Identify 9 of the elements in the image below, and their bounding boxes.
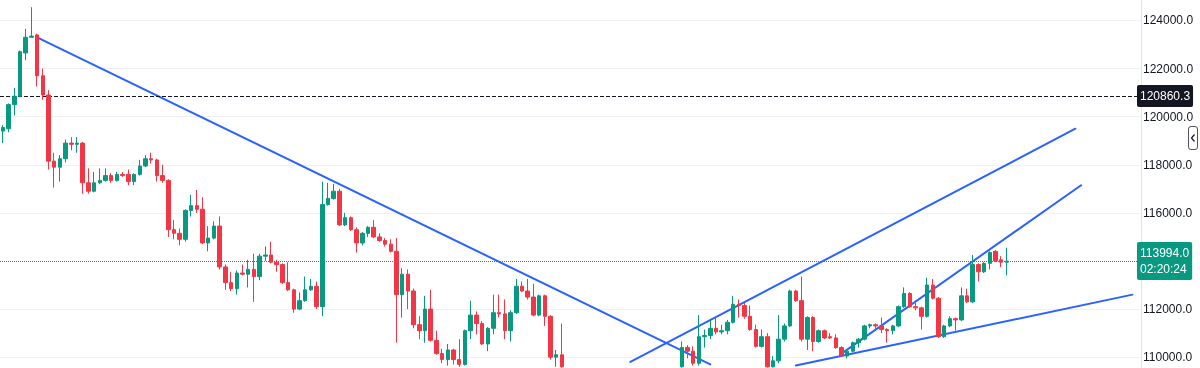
y-tick-label: 110000.0 <box>1143 350 1193 365</box>
y-tick-label: 120000.0 <box>1143 109 1194 124</box>
y-tick-label: 122000.0 <box>1143 61 1194 76</box>
ref-line-label: 113994.0 02:20:24 <box>1140 246 1190 277</box>
ref-line-label: 120860.3 <box>1140 88 1191 103</box>
y-tick-label: 112000.0 <box>1143 302 1193 317</box>
y-tick-label: 116000.0 <box>1143 205 1193 220</box>
y-tick-label: 124000.0 <box>1143 13 1194 28</box>
y-tick-label: 118000.0 <box>1143 157 1193 172</box>
